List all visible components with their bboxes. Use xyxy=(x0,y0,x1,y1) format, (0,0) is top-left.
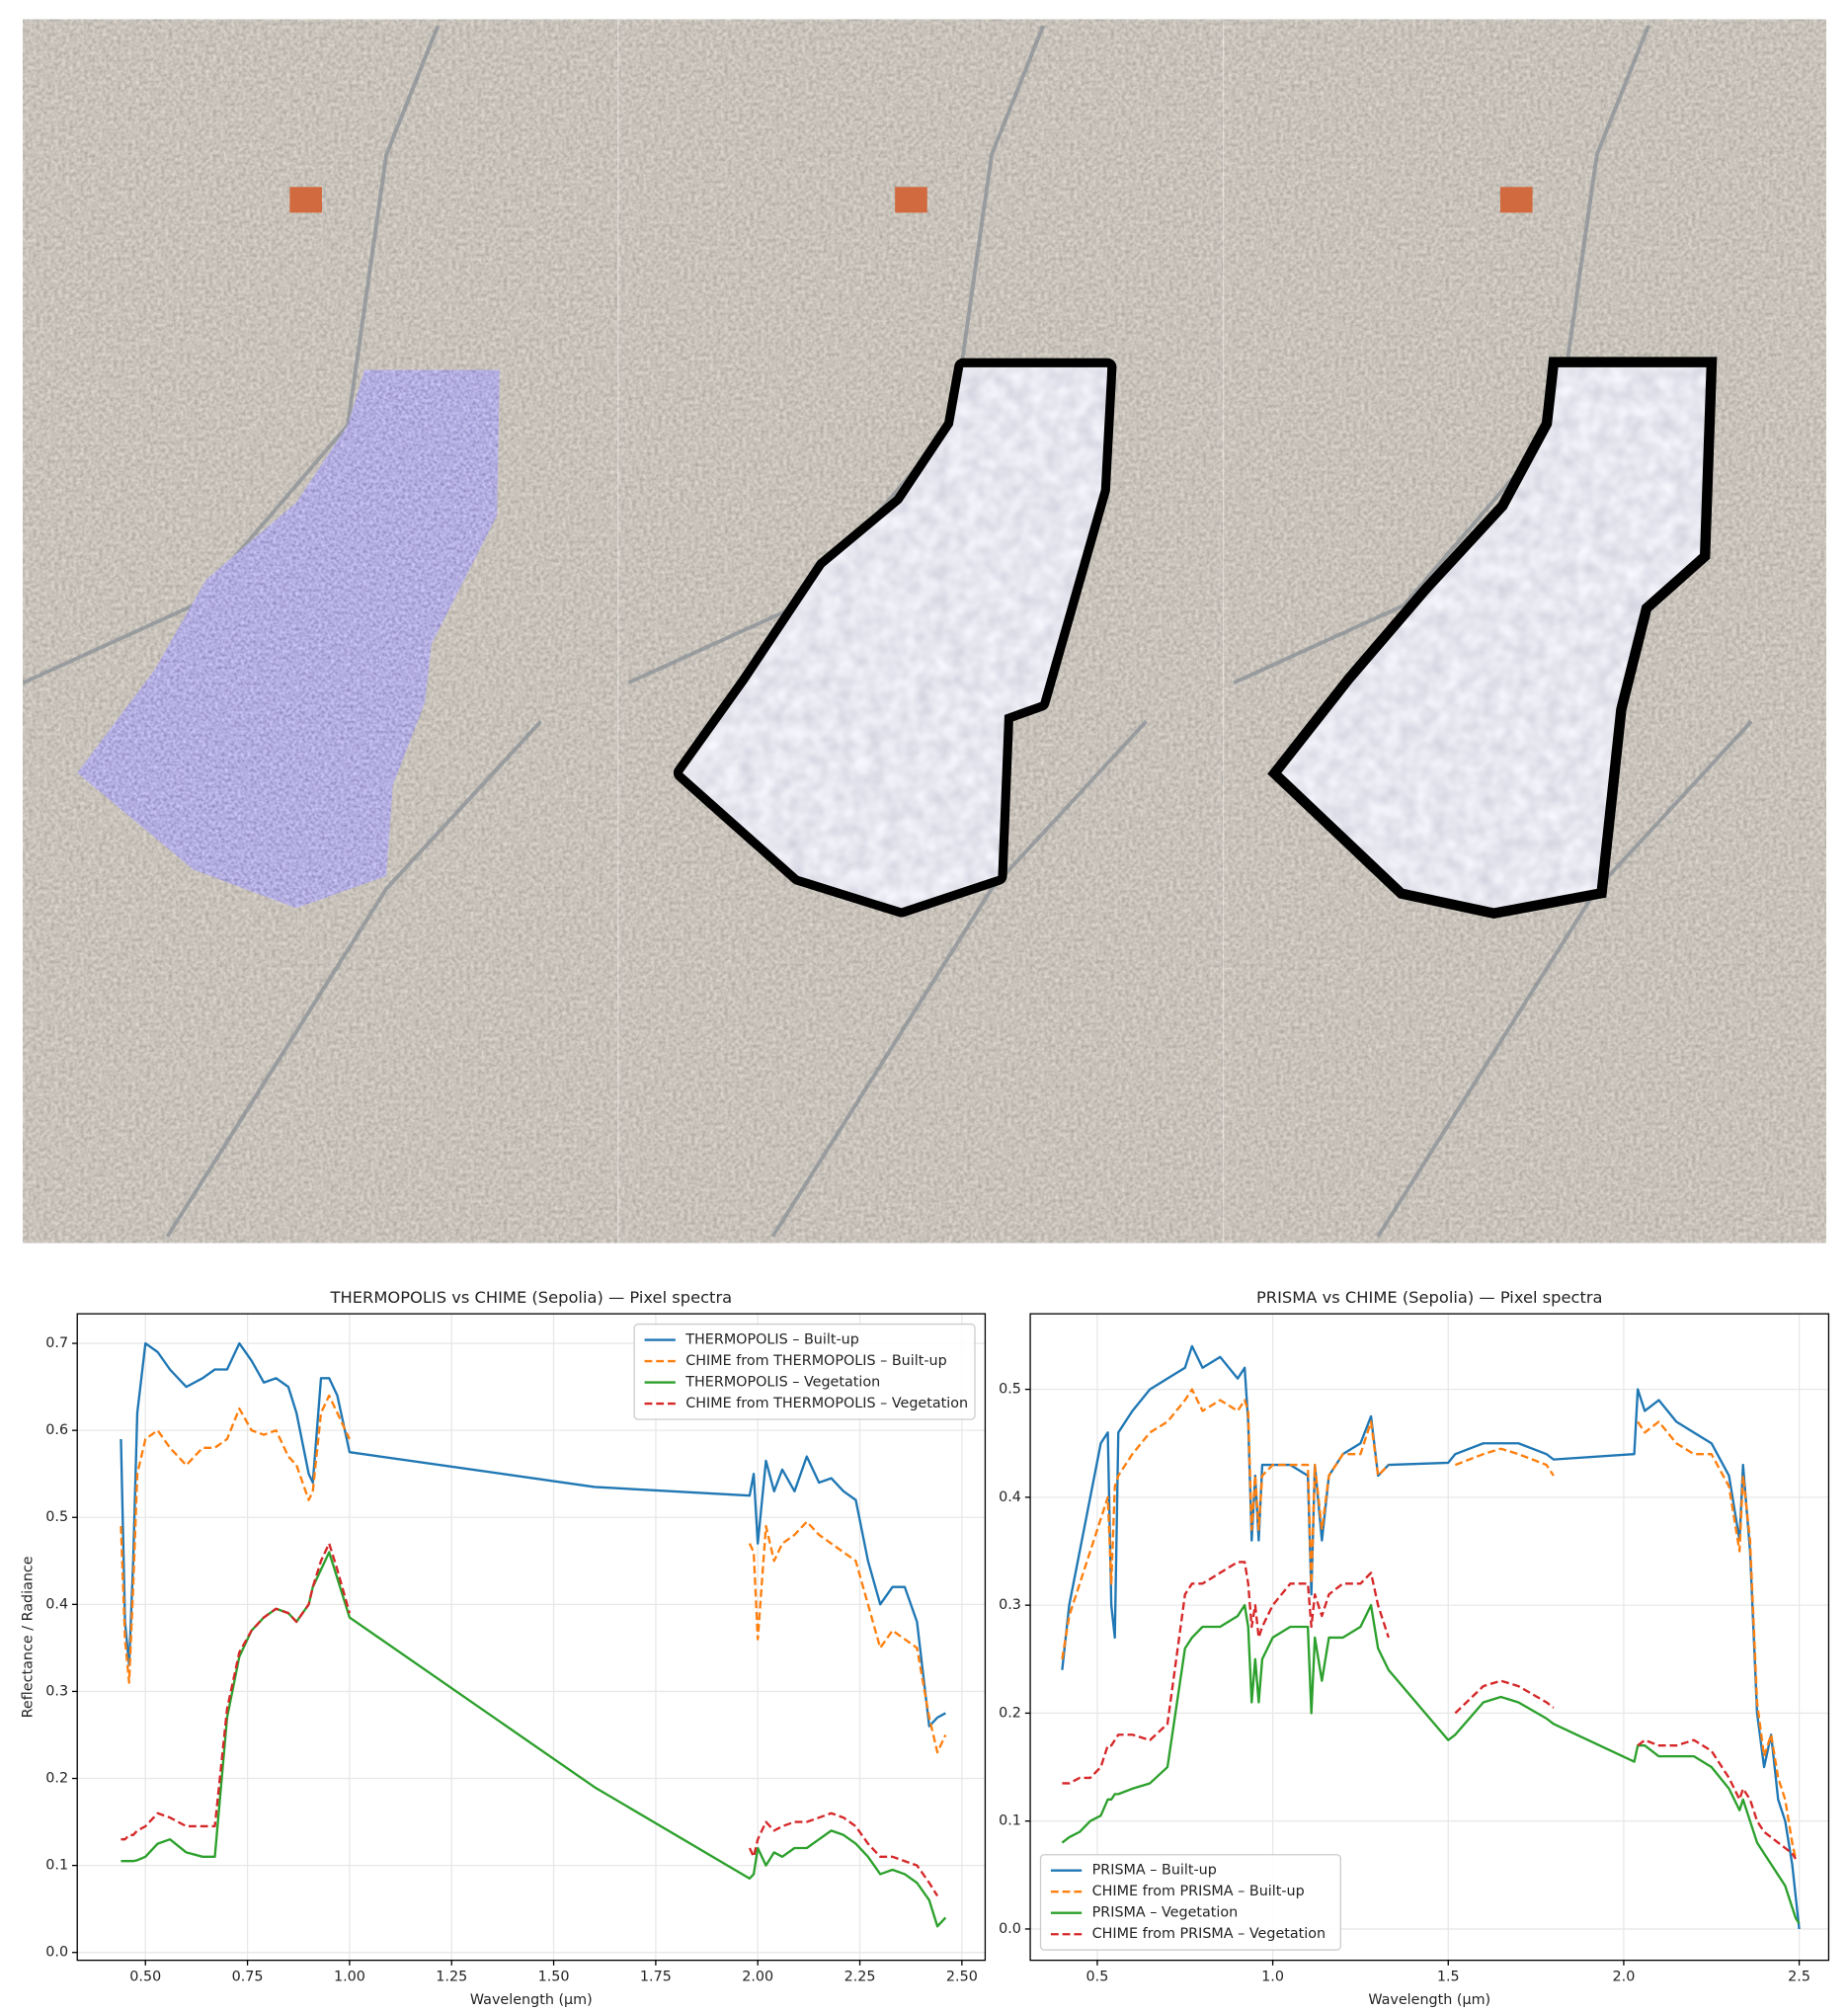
series-line xyxy=(1061,1388,1798,1860)
y-tick-label: 0.3 xyxy=(45,1683,68,1699)
series-line xyxy=(120,1394,947,1754)
legend: PRISMA – Built-up CHIME from PRISMA – Bui… xyxy=(1039,1854,1341,1951)
y-tick-label: 0.1 xyxy=(999,1813,1021,1829)
stadium-roofs xyxy=(289,187,1533,213)
legend-label: PRISMA – Built-up xyxy=(1092,1863,1217,1879)
legend-label: THERMOPOLIS – Built-up xyxy=(684,1332,859,1348)
x-tick-label: 0.75 xyxy=(232,1970,264,1985)
axes-frame xyxy=(1029,1313,1830,1962)
y-tick-label: 0.6 xyxy=(45,1422,68,1438)
x-tick-label: 2.0 xyxy=(1613,1970,1636,1985)
x-tick-label: 2.5 xyxy=(1788,1970,1810,1985)
plot-area xyxy=(1030,1314,1829,1961)
y-tick-label: 0.7 xyxy=(45,1335,68,1351)
series-line xyxy=(120,1341,946,1728)
y-tick-label: 0.2 xyxy=(999,1705,1021,1721)
chart-title: PRISMA vs CHIME (Sepolia) — Pixel spectr… xyxy=(1256,1288,1603,1307)
x-tick-label: 0.5 xyxy=(1086,1970,1109,1985)
x-tick-label: 1.0 xyxy=(1261,1970,1284,1985)
legend: THERMOPOLIS – Built-up CHIME from THERMOP… xyxy=(633,1323,976,1420)
y-axis-label: Reflectance / Radiance xyxy=(21,1556,37,1718)
y-tick-label: 0.0 xyxy=(45,1945,68,1961)
x-tick-label: 1.50 xyxy=(538,1970,570,1985)
legend-label: CHIME from THERMOPOLIS – Vegetation xyxy=(685,1396,968,1411)
legend-label: THERMOPOLIS – Vegetation xyxy=(684,1375,880,1391)
axes-frame xyxy=(76,1313,987,1962)
x-tick-label: 2.50 xyxy=(946,1970,978,1985)
y-tick-label: 0.0 xyxy=(999,1921,1021,1937)
chart: 0.50 0.75 1.00 1.25 1.50 1.75 2.00 2.25 2.50 0.0 0… xyxy=(21,1288,987,2008)
x-axis-label: Wavelength (μm) xyxy=(470,1992,593,2008)
x-tick-label: 1.25 xyxy=(436,1970,467,1985)
y-tick-label: 0.5 xyxy=(45,1509,68,1525)
series-line xyxy=(121,1542,939,1897)
x-tick-label: 1.75 xyxy=(640,1970,672,1985)
chart-title: THERMOPOLIS vs CHIME (Sepolia) — Pixel s… xyxy=(330,1288,733,1307)
x-axis-label: Wavelength (μm) xyxy=(1368,1992,1490,2008)
legend-label: CHIME from THERMOPOLIS – Built-up xyxy=(685,1353,946,1369)
x-tick-label: 2.25 xyxy=(844,1970,876,1985)
x-tick-label: 0.50 xyxy=(129,1970,161,1985)
legend-box xyxy=(633,1323,976,1420)
chart: 0.5 1.0 1.5 2.0 2.5 0.0 0.1 0.2 0.3 0.4 0.5 PRISMA … xyxy=(999,1288,1830,2008)
x-tick-label: 1.00 xyxy=(334,1970,365,1985)
legend-label: CHIME from PRISMA – Vegetation xyxy=(1092,1926,1326,1942)
series-line xyxy=(1061,1603,1801,1925)
legend-label: CHIME from PRISMA – Built-up xyxy=(1092,1884,1305,1899)
plot-area xyxy=(77,1314,986,1961)
series-line xyxy=(121,1551,947,1928)
y-tick-label: 0.2 xyxy=(45,1771,68,1787)
x-tick-label: 1.5 xyxy=(1437,1970,1460,1985)
legend-box xyxy=(1039,1854,1341,1951)
satellite-panels xyxy=(22,19,1826,1244)
y-tick-label: 0.4 xyxy=(999,1489,1021,1505)
y-tick-label: 0.1 xyxy=(45,1858,68,1874)
x-tick-label: 2.00 xyxy=(742,1970,773,1985)
legend-label: PRISMA – Vegetation xyxy=(1092,1905,1239,1921)
series-line xyxy=(1062,1561,1798,1860)
y-tick-label: 0.4 xyxy=(45,1596,68,1612)
y-tick-label: 0.3 xyxy=(999,1597,1021,1613)
y-tick-label: 0.5 xyxy=(999,1382,1021,1398)
